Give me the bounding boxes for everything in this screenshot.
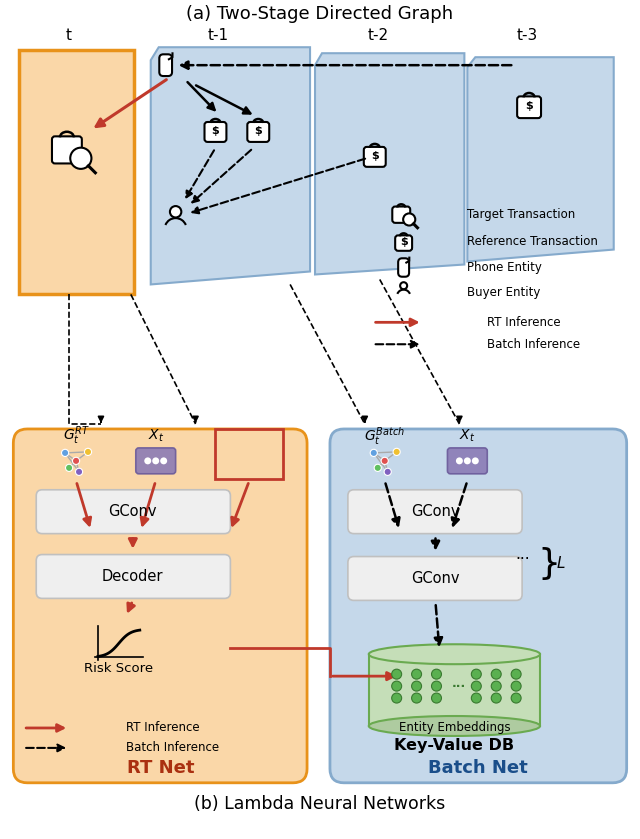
Text: Decoder: Decoder [102,569,164,584]
Circle shape [471,670,481,679]
Text: RT Net: RT Net [127,758,195,777]
Text: $: $ [525,102,533,111]
Circle shape [61,450,68,456]
FancyBboxPatch shape [36,490,230,534]
Ellipse shape [369,716,540,736]
Text: t-2: t-2 [367,28,388,43]
Circle shape [464,457,471,464]
Text: t-3: t-3 [516,28,538,43]
Polygon shape [467,57,614,262]
Text: t-1: t-1 [208,28,229,43]
FancyBboxPatch shape [36,555,230,598]
FancyBboxPatch shape [447,448,487,474]
Text: ...: ... [451,676,465,690]
Text: $X_t$: $X_t$ [460,428,476,444]
Circle shape [403,213,415,226]
Circle shape [392,693,402,703]
Circle shape [392,670,402,679]
Text: Key-Value DB: Key-Value DB [394,738,515,753]
Circle shape [431,693,442,703]
Text: Risk Score: Risk Score [84,662,154,675]
FancyBboxPatch shape [159,55,172,76]
Circle shape [381,457,388,465]
Bar [19,50,134,294]
Circle shape [471,681,481,691]
Circle shape [72,457,79,465]
FancyBboxPatch shape [13,429,307,783]
FancyBboxPatch shape [136,448,175,474]
Polygon shape [315,53,465,274]
Text: $X_t$: $X_t$ [148,428,164,444]
Circle shape [412,681,422,691]
Text: Target Transaction: Target Transaction [467,208,575,221]
Circle shape [511,681,521,691]
Circle shape [152,457,159,464]
FancyBboxPatch shape [398,258,409,277]
Circle shape [384,468,391,476]
FancyBboxPatch shape [52,137,82,164]
Circle shape [393,448,400,456]
Text: Batch Inference: Batch Inference [126,742,219,754]
Circle shape [412,693,422,703]
Circle shape [492,681,501,691]
Text: GConv: GConv [412,571,460,586]
Text: $G_t^{Batch}$: $G_t^{Batch}$ [364,425,405,447]
Text: $: $ [254,126,262,136]
FancyBboxPatch shape [348,556,522,601]
Circle shape [431,681,442,691]
FancyBboxPatch shape [330,429,627,783]
Polygon shape [151,47,310,284]
Circle shape [170,206,181,217]
Text: Batch Inference: Batch Inference [487,338,580,351]
Circle shape [471,693,481,703]
FancyBboxPatch shape [247,122,269,142]
Circle shape [492,693,501,703]
FancyBboxPatch shape [348,490,522,534]
Circle shape [400,282,407,289]
Text: GConv: GConv [109,504,157,519]
Text: RT Inference: RT Inference [126,722,200,734]
Circle shape [456,457,463,464]
FancyBboxPatch shape [395,236,412,251]
Circle shape [472,457,479,464]
Text: Buyer Entity: Buyer Entity [467,286,541,299]
Text: L: L [557,556,566,571]
Circle shape [70,148,92,169]
Circle shape [160,457,167,464]
Bar [216,429,283,479]
Circle shape [370,450,378,456]
FancyBboxPatch shape [392,206,410,223]
FancyBboxPatch shape [205,122,227,142]
Bar [369,654,540,726]
Circle shape [65,464,73,472]
Circle shape [374,464,381,472]
Circle shape [431,670,442,679]
Circle shape [412,670,422,679]
Text: GConv: GConv [412,504,460,519]
Text: t: t [66,28,72,43]
Text: }: } [537,546,560,581]
Text: $: $ [400,237,408,248]
Text: Reference Transaction: Reference Transaction [467,235,598,248]
Text: RT Inference: RT Inference [487,315,561,329]
Text: $G_t^{RT}$: $G_t^{RT}$ [63,425,90,447]
Text: $: $ [371,151,379,161]
Circle shape [511,693,521,703]
Circle shape [76,468,83,476]
Circle shape [144,457,151,464]
Text: Phone Entity: Phone Entity [467,261,542,274]
Text: (b) Lambda Neural Networks: (b) Lambda Neural Networks [195,795,445,813]
Text: $: $ [212,126,220,136]
Circle shape [492,670,501,679]
Text: ...: ... [516,547,531,562]
Text: (a) Two-Stage Directed Graph: (a) Two-Stage Directed Graph [186,5,454,23]
FancyBboxPatch shape [364,147,386,167]
Circle shape [392,681,402,691]
Text: Batch Net: Batch Net [428,758,528,777]
Circle shape [511,670,521,679]
Ellipse shape [369,644,540,664]
FancyBboxPatch shape [517,96,541,118]
Circle shape [84,448,92,456]
Text: Entity Embeddings: Entity Embeddings [399,722,510,734]
